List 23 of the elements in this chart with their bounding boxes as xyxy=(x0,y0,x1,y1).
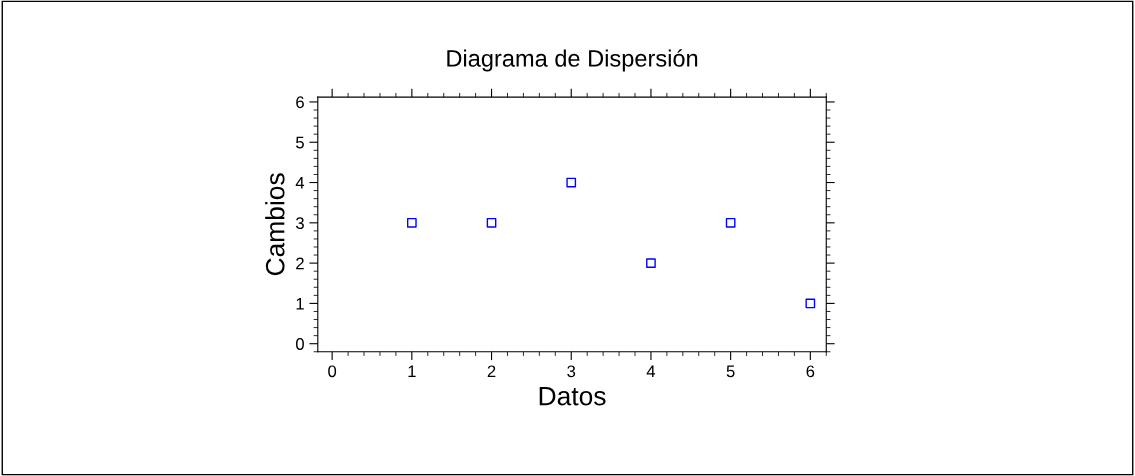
y-tick-label: 2 xyxy=(296,257,304,270)
x-tick-label: 0 xyxy=(328,365,337,378)
y-tick-label: 6 xyxy=(296,96,304,109)
x-tick-label: 3 xyxy=(567,365,576,378)
point xyxy=(805,298,816,309)
x-tick-label: 4 xyxy=(646,365,656,378)
point xyxy=(406,217,417,228)
y-tick-label: 4 xyxy=(295,177,305,189)
y-tick-label: 5 xyxy=(296,136,304,149)
point xyxy=(725,217,736,228)
y-axis-title: Cambios xyxy=(265,173,285,276)
x-tick-label: 6 xyxy=(806,365,815,378)
x-axis-title: Datos xyxy=(539,387,606,406)
point xyxy=(646,258,656,268)
y-tick-label: 1 xyxy=(296,297,304,310)
x-tick-label: 5 xyxy=(726,365,735,378)
point xyxy=(566,177,577,188)
chart-title: Diagrama de Dispersión xyxy=(447,49,698,72)
point xyxy=(486,217,497,228)
x-tick-label: 2 xyxy=(487,365,496,378)
y-tick-label: 3 xyxy=(295,217,304,230)
y-tick-label: 0 xyxy=(295,338,304,350)
x-tick-label: 1 xyxy=(408,365,416,378)
